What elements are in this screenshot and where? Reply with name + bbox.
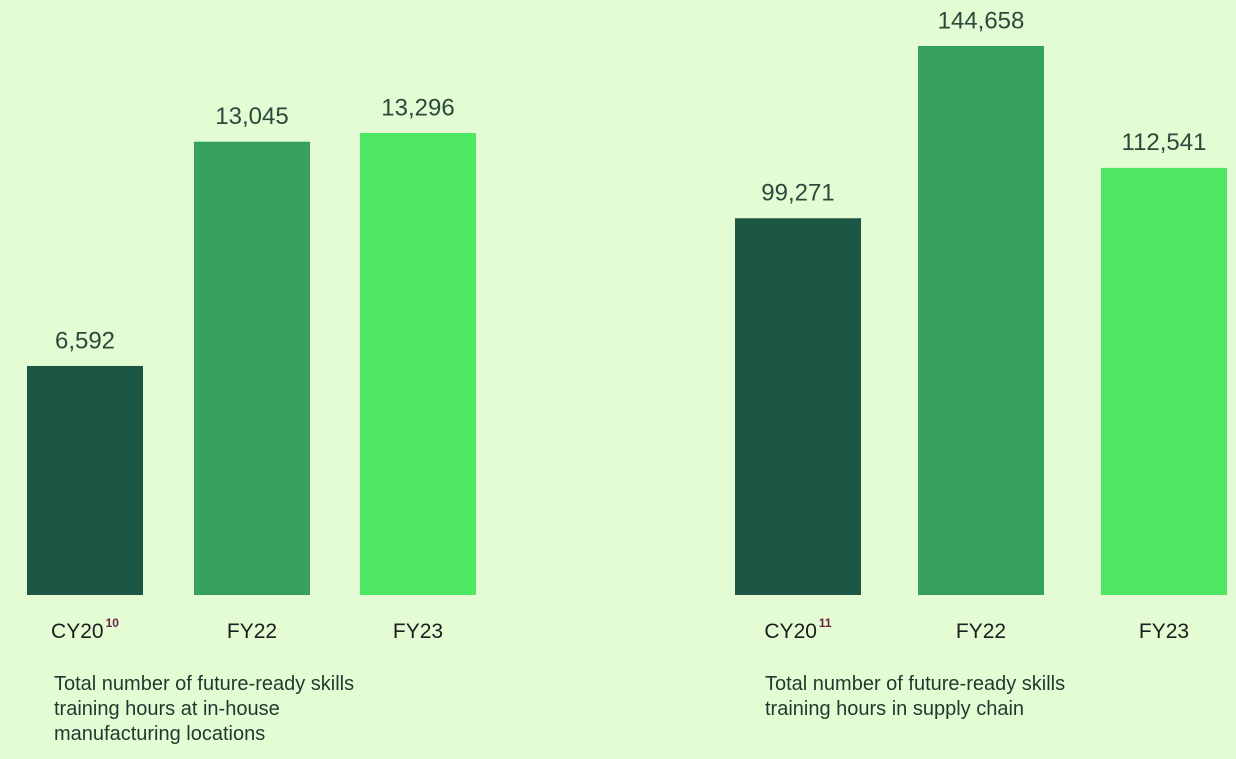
category-name: FY22 <box>227 620 277 643</box>
value-label: 13,296 <box>381 94 454 121</box>
category-label: CY20 11 <box>764 616 832 642</box>
bar <box>360 133 476 595</box>
caption: Total number of future-ready skills trai… <box>54 673 355 745</box>
category-label: CY20 10 <box>51 616 119 642</box>
value-label: 13,045 <box>215 103 288 130</box>
value-label: 99,271 <box>761 180 834 207</box>
value-label: 6,592 <box>55 327 115 354</box>
category-name: FY23 <box>393 620 443 643</box>
category-label: FY23 <box>393 620 443 643</box>
category-label: FY23 <box>1139 620 1189 643</box>
bar <box>918 46 1044 595</box>
category-name: CY20 <box>764 620 817 643</box>
bar <box>735 218 861 595</box>
value-label: 144,658 <box>938 7 1025 34</box>
category-label: FY22 <box>227 620 277 643</box>
value-label: 112,541 <box>1122 129 1207 156</box>
category-name: FY22 <box>956 620 1006 643</box>
bar <box>194 141 310 596</box>
category-name: FY23 <box>1139 620 1189 643</box>
bar <box>27 365 143 595</box>
caption: Total number of future-ready skills trai… <box>765 673 1066 720</box>
category-name: CY20 <box>51 620 104 643</box>
footnote-ref: 10 <box>106 616 120 630</box>
bar <box>1101 167 1227 595</box>
footnote-ref: 11 <box>819 616 832 630</box>
category-label: FY22 <box>956 620 1006 643</box>
